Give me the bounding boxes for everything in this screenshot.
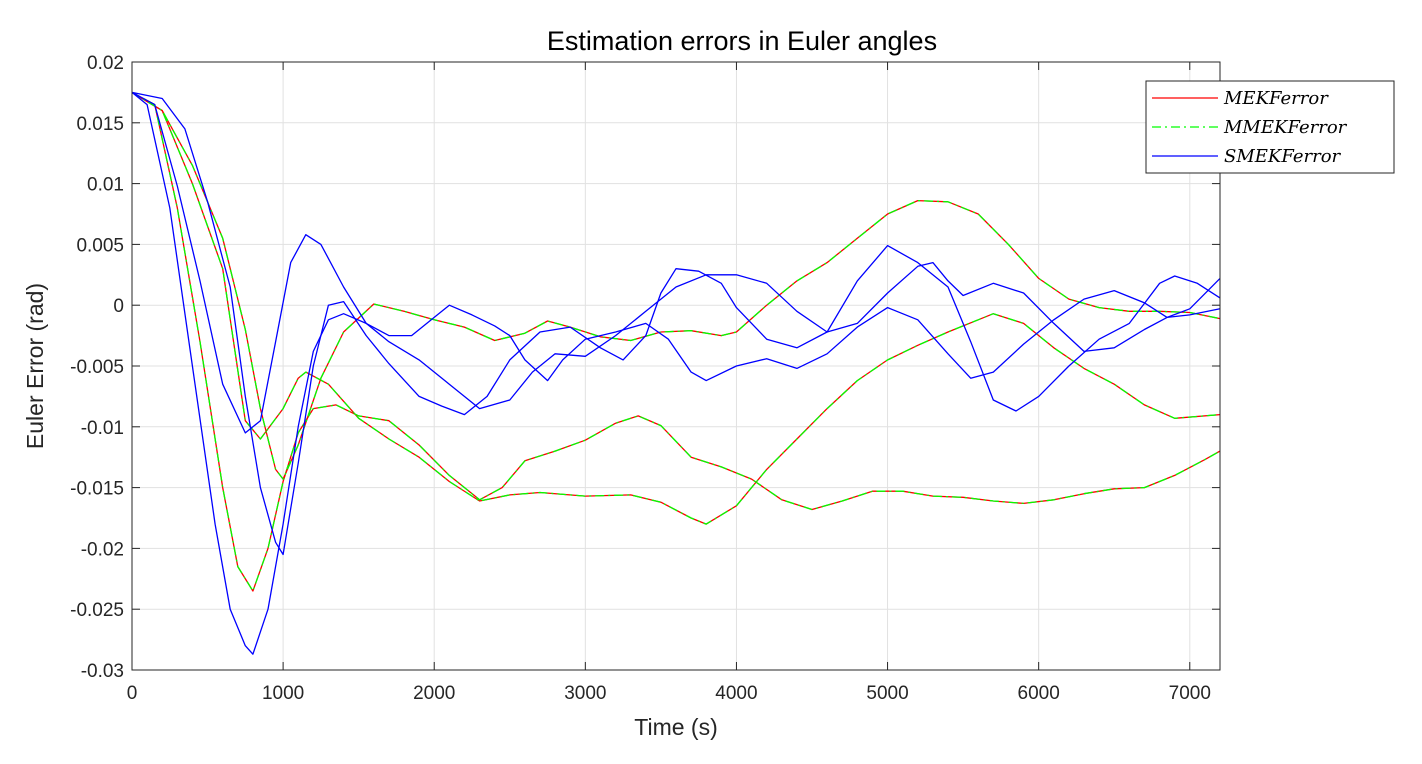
series-layer: [131, 91, 1221, 655]
y-tick-label: 0: [113, 296, 124, 317]
series-line-smekferror-8: [131, 91, 1221, 556]
y-tick-label: -0.03: [81, 661, 124, 682]
x-tick-label: 5000: [866, 683, 908, 704]
y-tick-label: -0.005: [70, 357, 124, 378]
series-line-mekferror-4: [131, 91, 1221, 480]
x-tick-label: 2000: [413, 683, 455, 704]
x-axis: 0 1000 2000 3000 4000 5000 6000 7000: [127, 62, 1211, 704]
series-line-smekferror-7: [131, 91, 1221, 434]
series-line-mekferror-0: [131, 91, 1221, 525]
series-line-mmekferror-3: [131, 91, 1221, 592]
y-axis-label: Euler Error (rad): [22, 283, 48, 449]
chart-title: Estimation errors in Euler angles: [547, 26, 937, 56]
series-line-mmekferror-5: [131, 91, 1221, 480]
legend-label-mmekferror: MMEKFerror: [1223, 117, 1348, 138]
y-tick-label: 0.015: [76, 114, 124, 135]
series-line-smekferror-6: [131, 91, 1221, 655]
x-tick-label: 6000: [1018, 683, 1060, 704]
y-tick-label: -0.015: [70, 479, 124, 500]
legend-label-mekferror: MEKFerror: [1223, 88, 1329, 109]
series-line-mmekferror-1: [131, 91, 1221, 525]
legend-box: [1145, 80, 1395, 174]
grid: [131, 61, 1220, 671]
x-tick-label: 0: [127, 683, 138, 704]
x-axis-label: Time (s): [634, 714, 717, 740]
y-tick-label: -0.025: [70, 600, 124, 621]
x-tick-label: 4000: [715, 683, 757, 704]
y-tick-label: -0.02: [81, 539, 124, 560]
y-tick-label: 0.005: [76, 235, 124, 256]
y-tick-label: 0.02: [87, 53, 124, 74]
x-tick-label: 3000: [564, 683, 606, 704]
legend-label-smekferror: SMEKFerror: [1224, 146, 1342, 167]
y-tick-label: -0.01: [81, 418, 124, 439]
legend: MEKFerror MMEKFerror SMEKFerror: [1145, 80, 1395, 174]
x-tick-label: 1000: [262, 683, 304, 704]
y-tick-label: 0.01: [87, 175, 124, 196]
y-axis: 0.02 0.015 0.01 0.005 0 -0.005 -0.01 -0.015 -0.0…: [70, 53, 1220, 682]
x-tick-label: 7000: [1169, 683, 1211, 704]
series-line-mekferror-2: [131, 91, 1221, 592]
